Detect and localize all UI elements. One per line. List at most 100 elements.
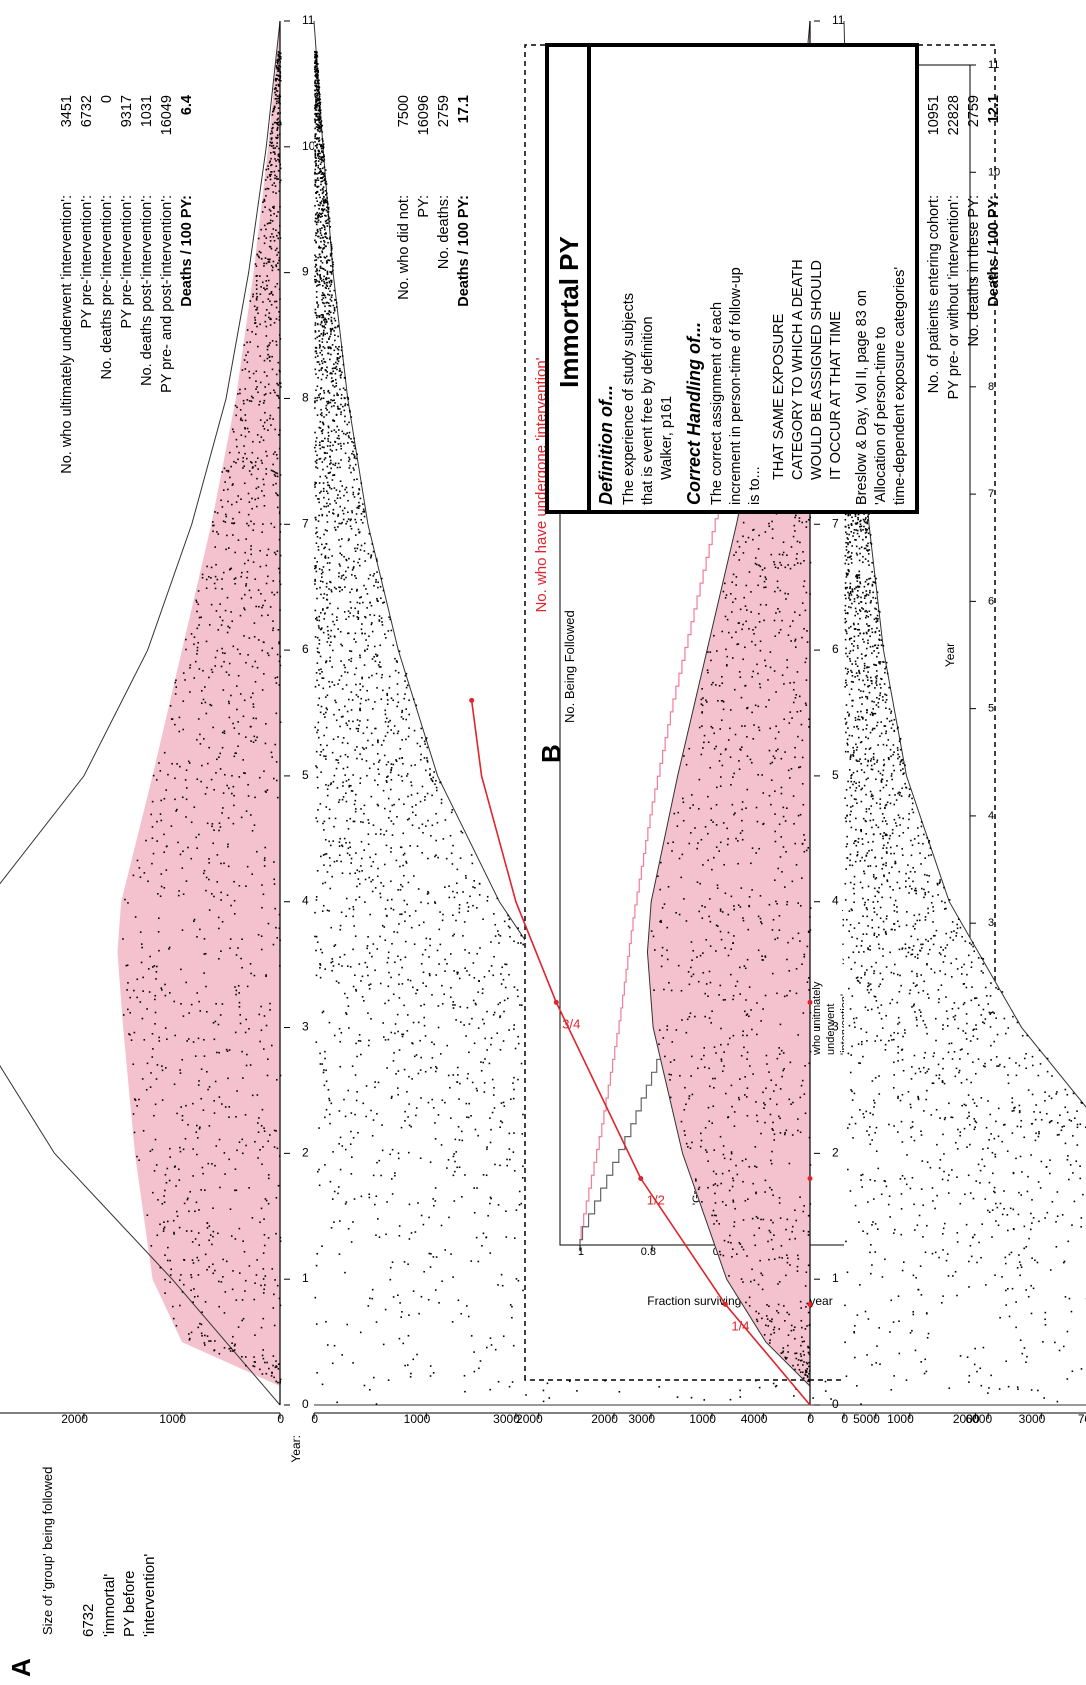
death-dot: [324, 452, 326, 454]
death-dot: [395, 759, 397, 761]
death-dot: [129, 1011, 132, 1014]
death-dot: [374, 779, 376, 782]
death-dot: [190, 1276, 193, 1279]
death-dot: [457, 1299, 460, 1302]
death-dot: [328, 220, 331, 223]
death-dot: [433, 771, 435, 773]
death-dot: [372, 1119, 375, 1121]
death-dot: [268, 161, 271, 164]
death-dot: [372, 550, 375, 553]
immortal-note-line: PY before: [121, 1571, 138, 1637]
death-dot: [234, 404, 237, 407]
death-dot: [224, 1106, 227, 1108]
death-dot: [163, 1226, 166, 1229]
inset-y-tick-label: 0.8: [641, 1246, 656, 1258]
death-dot: [267, 922, 270, 925]
death-dot: [321, 292, 324, 294]
death-dot: [221, 578, 223, 580]
death-dot: [265, 262, 268, 265]
death-dot: [386, 731, 389, 734]
death-dot: [182, 672, 185, 674]
death-dot: [219, 1186, 221, 1189]
death-dot: [319, 345, 321, 347]
death-dot: [427, 857, 429, 860]
death-dot: [152, 852, 155, 855]
death-dot: [245, 538, 247, 540]
death-dot: [263, 857, 266, 859]
death-dot: [318, 697, 321, 700]
death-dot: [392, 993, 395, 996]
death-dot: [341, 589, 343, 591]
death-dot: [243, 359, 246, 361]
inset-x-tick-label: 10: [988, 166, 1000, 178]
death-dot: [175, 810, 177, 812]
death-dot: [764, 1121, 766, 1124]
death-dot: [396, 705, 399, 708]
death-dot: [318, 363, 321, 366]
death-dot: [489, 1252, 492, 1254]
death-dot: [316, 316, 318, 319]
death-dot: [322, 268, 325, 270]
death-dot: [265, 974, 267, 976]
death-dot: [366, 689, 369, 692]
death-dot: [318, 669, 320, 671]
death-dot: [314, 103, 317, 106]
death-dot: [372, 943, 375, 945]
death-dot: [272, 1364, 274, 1367]
death-dot: [210, 704, 213, 707]
death-dot: [408, 1314, 410, 1316]
death-dot: [318, 369, 320, 372]
death-dot: [333, 1190, 336, 1193]
death-dot: [193, 643, 195, 646]
death-dot: [187, 846, 189, 849]
death-dot: [339, 1136, 342, 1139]
death-dot: [315, 162, 317, 165]
death-dot: [330, 377, 333, 379]
death-dot: [205, 587, 208, 590]
death-dot: [316, 272, 318, 275]
death-dot: [336, 405, 339, 408]
death-dot: [340, 554, 343, 556]
death-dot: [324, 853, 326, 856]
death-dot: [411, 824, 414, 827]
death-dot: [362, 821, 364, 824]
death-dot: [200, 1097, 203, 1100]
death-dot: [263, 494, 265, 497]
death-dot: [161, 989, 163, 991]
death-dot: [364, 650, 366, 652]
death-dot: [227, 700, 230, 703]
death-dot: [364, 615, 366, 618]
death-dot: [336, 860, 338, 862]
year-tick-label: 8: [302, 390, 309, 404]
death-dot: [328, 402, 330, 404]
death-dot: [264, 790, 267, 793]
death-dot: [184, 1137, 187, 1140]
death-dot: [274, 907, 277, 910]
death-dot: [221, 506, 224, 508]
death-dot: [331, 450, 333, 452]
death-dot: [460, 1130, 463, 1133]
death-dot: [245, 1364, 247, 1367]
death-dot: [397, 671, 400, 674]
death-dot: [272, 777, 275, 780]
death-dot: [328, 337, 330, 340]
death-dot: [353, 456, 356, 459]
death-dot: [316, 229, 319, 232]
death-dot: [136, 1105, 138, 1107]
year-tick-label: 7: [302, 516, 309, 530]
death-dot: [327, 400, 330, 403]
death-dot: [315, 106, 318, 109]
death-dot: [390, 629, 393, 632]
death-dot: [339, 442, 342, 445]
death-dot: [353, 638, 355, 640]
death-dot: [185, 816, 187, 818]
death-dot: [800, 1307, 802, 1309]
death-dot: [269, 360, 271, 362]
death-dot: [330, 329, 332, 332]
death-dot: [352, 450, 354, 453]
death-dot: [322, 140, 324, 142]
death-dot: [415, 704, 418, 707]
death-dot: [319, 537, 322, 539]
death-dot: [336, 392, 338, 395]
death-dot: [196, 1153, 198, 1156]
